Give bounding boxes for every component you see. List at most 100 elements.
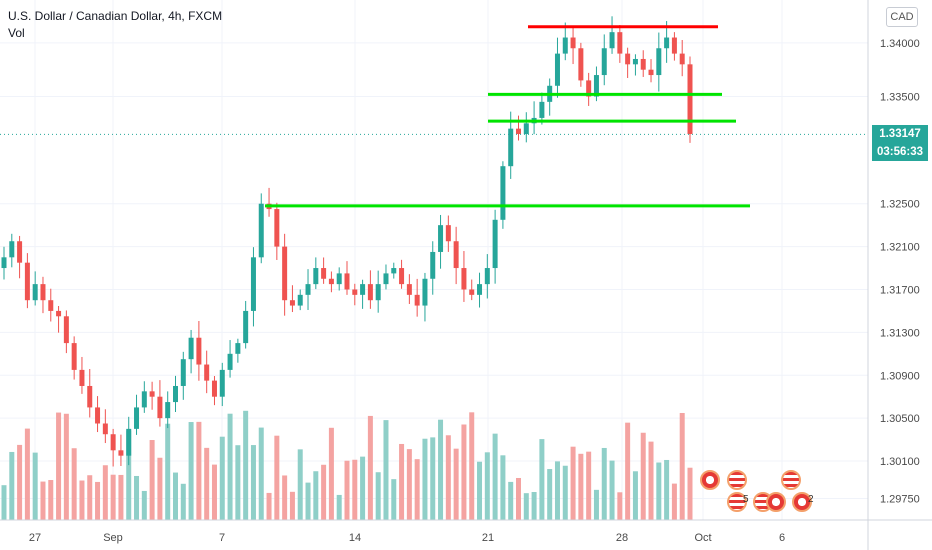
candle — [531, 101, 537, 135]
candle-body — [523, 123, 529, 135]
candle-body — [235, 343, 241, 354]
candle-body — [484, 268, 490, 285]
volume-bar — [601, 447, 607, 520]
volume-bar — [227, 413, 233, 520]
volume-bar — [360, 456, 366, 520]
candle — [17, 235, 23, 279]
volume-bar — [391, 479, 397, 520]
candle-body — [9, 241, 15, 258]
volume-bar — [40, 481, 46, 520]
candle — [562, 22, 568, 61]
candle — [297, 289, 303, 311]
canada-flag-icon[interactable] — [766, 492, 786, 512]
volume-bar — [399, 443, 405, 520]
candle — [367, 270, 373, 309]
volume-bar — [134, 475, 140, 520]
volume-bar — [508, 481, 514, 520]
volume-bar — [625, 422, 631, 520]
candle — [406, 274, 412, 304]
volume-bar — [547, 469, 553, 520]
candle — [243, 300, 249, 349]
volume-bar — [173, 472, 178, 520]
usa-flag-icon[interactable] — [781, 470, 801, 490]
volume-bar — [484, 452, 490, 520]
volume-bar — [32, 452, 38, 520]
last-price-badge: 1.33147 — [872, 125, 928, 144]
candle — [554, 37, 560, 98]
candle — [40, 276, 46, 314]
candle-body — [399, 268, 405, 285]
volume-bar — [500, 455, 506, 520]
volume-bar — [461, 424, 467, 520]
candle-body — [562, 37, 568, 54]
volume-bar — [282, 475, 288, 520]
volume-bar — [305, 482, 311, 520]
candle-body — [305, 284, 311, 295]
candle — [352, 283, 358, 306]
candle — [211, 376, 217, 406]
candle — [188, 329, 194, 374]
candle — [375, 270, 381, 313]
chart-legend: U.S. Dollar / Canadian Dollar, 4h, FXCM … — [8, 8, 222, 42]
candle — [336, 267, 342, 291]
candle — [321, 257, 327, 284]
candle — [671, 32, 677, 61]
usa-flag-icon[interactable] — [727, 492, 747, 512]
candle-body — [469, 289, 475, 295]
volume-bar — [1, 485, 7, 520]
candle — [422, 272, 428, 322]
candle — [477, 272, 483, 308]
candle-body — [71, 343, 77, 370]
candle-body — [367, 284, 373, 301]
time-tick-label: 27 — [29, 532, 41, 544]
canada-flag-icon[interactable] — [792, 492, 812, 512]
volume-bar — [118, 474, 124, 520]
currency-button[interactable]: CAD — [886, 7, 918, 27]
volume-bar — [586, 451, 592, 520]
candle — [266, 187, 272, 217]
volume-bar — [477, 461, 483, 520]
candle-body — [219, 369, 225, 397]
candle-body — [149, 391, 155, 397]
usa-flag-icon[interactable] — [727, 470, 747, 490]
candle-body — [211, 380, 217, 397]
volume-bar — [344, 460, 350, 520]
candle — [102, 409, 108, 444]
candle-body — [492, 219, 498, 269]
volume-bar — [523, 493, 529, 520]
price-tick-label: 1.29750 — [880, 494, 920, 506]
candle-body — [24, 262, 30, 301]
candle-body — [297, 294, 303, 306]
volume-bar — [352, 459, 358, 520]
canada-flag-icon[interactable] — [700, 470, 720, 490]
candle — [87, 369, 93, 418]
candle-body — [321, 268, 327, 279]
bar-countdown-badge: 03:56:33 — [872, 143, 928, 162]
candle — [461, 251, 467, 302]
candle-body — [118, 450, 124, 456]
volume-bar — [640, 432, 646, 520]
volume-bar — [266, 492, 272, 520]
candle-body — [539, 101, 545, 118]
volume-bar — [617, 492, 623, 520]
price-tick-label: 1.33500 — [880, 91, 920, 103]
candle-body — [250, 257, 256, 311]
time-tick-label: 6 — [779, 532, 785, 544]
volume-bar — [9, 451, 15, 520]
candle-body — [336, 273, 342, 285]
candle — [578, 42, 584, 87]
chart-grid — [0, 0, 868, 520]
candle-body — [289, 300, 295, 306]
volume-bar — [250, 445, 256, 520]
volume-bar — [609, 460, 615, 520]
volume-bar — [578, 453, 584, 520]
candlesticks — [1, 16, 693, 467]
candle — [274, 202, 280, 260]
candle-body — [56, 310, 62, 317]
volume-bar — [188, 422, 194, 520]
candle — [632, 54, 638, 76]
candle — [141, 381, 147, 413]
candle-body — [671, 37, 677, 54]
